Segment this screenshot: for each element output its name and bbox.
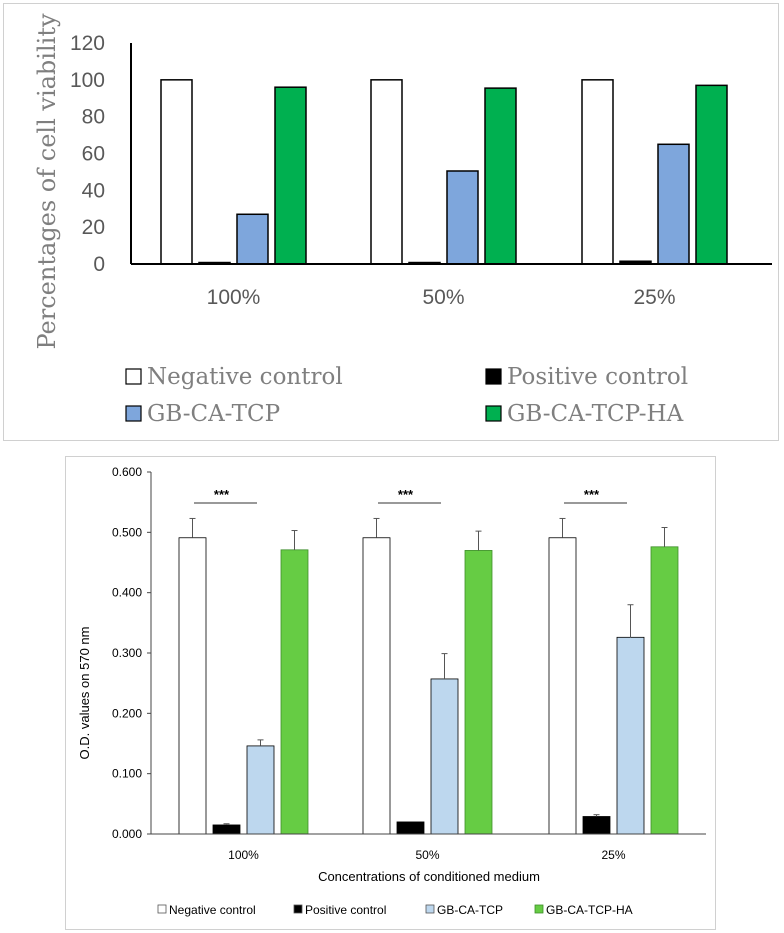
bar bbox=[212, 824, 241, 835]
legend-swatch bbox=[125, 405, 142, 422]
legend-label: Negative control bbox=[169, 903, 256, 917]
y-tick-label: 20 bbox=[82, 216, 105, 239]
y-tick-label: 80 bbox=[82, 106, 105, 129]
y-tick-label: 120 bbox=[70, 32, 105, 55]
bar bbox=[370, 79, 403, 265]
cell-viability-chart: 0 20 40 60 80 100 120 Percentages of cell viabi… bbox=[33, 13, 772, 427]
bar bbox=[650, 546, 679, 835]
legend-swatch bbox=[485, 368, 502, 385]
bar bbox=[280, 549, 309, 835]
y-axis-label: O.D. values on 570 nm bbox=[77, 627, 92, 760]
legend-label: GB-CA-TCP bbox=[437, 903, 503, 917]
legend-label: Positive control bbox=[305, 903, 386, 917]
significance-marker: *** bbox=[214, 487, 230, 502]
y-tick-label: 0.000 bbox=[112, 827, 142, 841]
legend-label: GB-CA-TCP-HA bbox=[507, 401, 684, 427]
bar bbox=[274, 86, 307, 265]
y-tick-label: 0 bbox=[93, 253, 105, 276]
y-tick-label: 40 bbox=[82, 179, 105, 202]
y-tick-label: 100 bbox=[70, 69, 105, 92]
bar bbox=[657, 143, 690, 265]
bar bbox=[430, 678, 459, 835]
y-axis-label: Percentages of cell viability bbox=[33, 13, 61, 349]
legend-label: GB-CA-TCP-HA bbox=[546, 903, 633, 917]
top-chart-panel: 0 20 40 60 80 100 120 Percentages of cell viabi… bbox=[3, 3, 779, 441]
bar bbox=[464, 550, 493, 835]
bar bbox=[178, 537, 207, 835]
bar bbox=[362, 537, 391, 835]
bar bbox=[695, 84, 728, 265]
bar bbox=[160, 79, 193, 265]
bar bbox=[484, 87, 517, 265]
bar bbox=[582, 816, 611, 835]
bar bbox=[581, 79, 614, 265]
legend-label: Positive control bbox=[507, 364, 688, 390]
x-tick-label: 50% bbox=[422, 286, 464, 309]
legend-swatch bbox=[534, 904, 544, 914]
x-tick-label: 25% bbox=[633, 286, 675, 309]
legend-label: GB-CA-TCP bbox=[147, 401, 280, 427]
bottom-chart-panel: 0.000 0.100 0.200 0.300 0.400 0.500 0.600 O.D. … bbox=[65, 456, 716, 930]
y-tick-label: 0.300 bbox=[112, 646, 142, 660]
y-tick-label: 0.600 bbox=[112, 465, 142, 479]
y-tick-label: 0.400 bbox=[112, 586, 142, 600]
legend-label: Negative control bbox=[147, 364, 343, 390]
bar bbox=[446, 170, 479, 265]
legend-swatch bbox=[485, 405, 502, 422]
od-values-chart: 0.000 0.100 0.200 0.300 0.400 0.500 0.600 O.D. … bbox=[77, 465, 706, 917]
x-axis-label: Concentrations of conditioned medium bbox=[318, 869, 540, 884]
bar bbox=[548, 537, 577, 835]
y-tick-label: 60 bbox=[82, 143, 105, 166]
legend-swatch bbox=[125, 368, 142, 385]
legend-swatch bbox=[425, 904, 435, 914]
x-tick-label: 100% bbox=[207, 286, 261, 309]
significance-marker: *** bbox=[398, 487, 414, 502]
x-tick-label: 100% bbox=[228, 848, 259, 862]
x-tick-label: 50% bbox=[415, 848, 439, 862]
x-tick-label: 25% bbox=[601, 848, 625, 862]
bar bbox=[396, 821, 425, 835]
legend-swatch bbox=[157, 904, 167, 914]
y-tick-label: 0.100 bbox=[112, 767, 142, 781]
bar bbox=[246, 745, 275, 835]
bar bbox=[236, 213, 269, 265]
y-tick-label: 0.200 bbox=[112, 706, 142, 720]
significance-marker: *** bbox=[584, 487, 600, 502]
legend-swatch bbox=[293, 904, 303, 914]
y-tick-label: 0.500 bbox=[112, 525, 142, 539]
bar bbox=[616, 636, 645, 835]
